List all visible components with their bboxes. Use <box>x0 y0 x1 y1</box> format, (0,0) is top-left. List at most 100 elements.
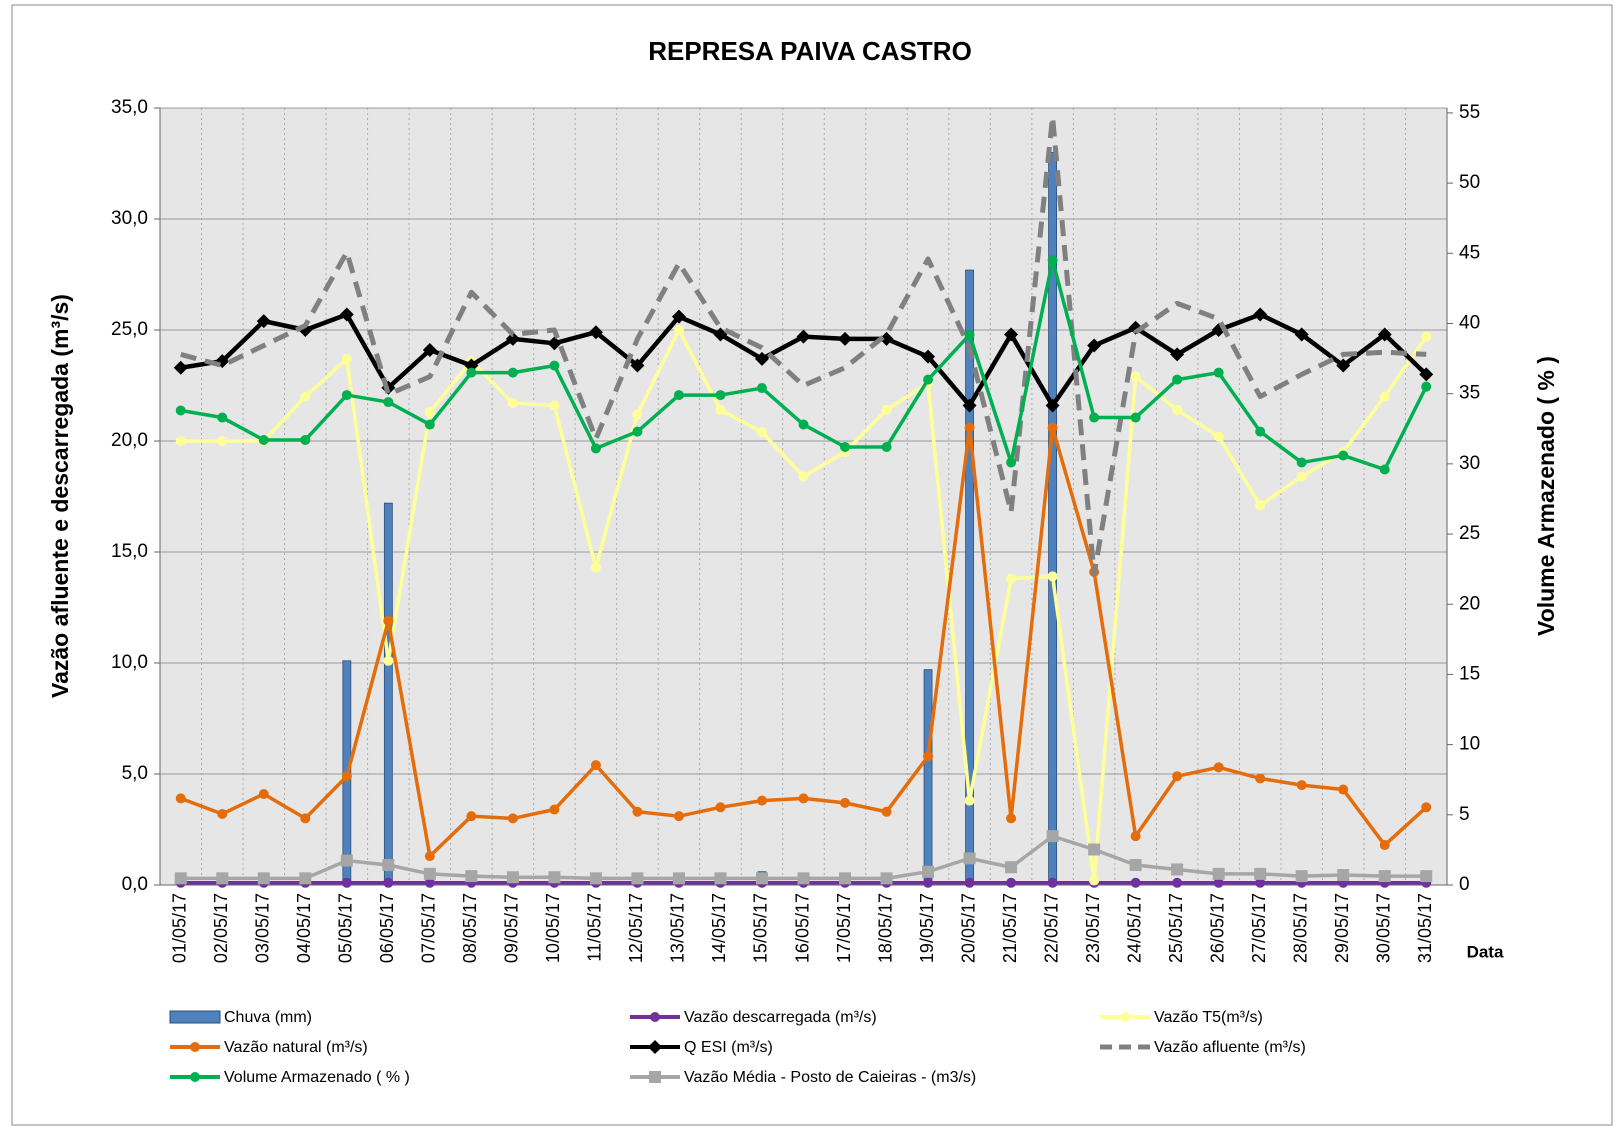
marker <box>840 442 851 453</box>
x-tick-label: 20/05/17 <box>958 893 978 963</box>
x-tick-label: 08/05/17 <box>460 893 480 963</box>
marker <box>217 808 228 819</box>
marker <box>1421 802 1432 813</box>
marker <box>881 442 892 453</box>
x-tick-label: 21/05/17 <box>1000 893 1020 963</box>
marker <box>1047 571 1058 582</box>
marker <box>754 351 769 366</box>
marker <box>590 760 601 771</box>
x-tick-label: 03/05/17 <box>253 893 273 963</box>
marker <box>1296 780 1307 791</box>
marker <box>1172 771 1183 782</box>
marker <box>340 854 353 867</box>
marker <box>423 867 436 880</box>
y2-tick-label: 10 <box>1459 734 1480 755</box>
marker <box>1046 830 1059 843</box>
legend-label: Vazão descarregada (m³/s) <box>684 1009 877 1026</box>
marker <box>1047 255 1058 266</box>
marker <box>341 353 352 364</box>
marker <box>839 872 852 885</box>
marker <box>756 383 767 394</box>
x-tick-label: 06/05/17 <box>377 893 397 963</box>
marker <box>257 872 270 885</box>
marker <box>341 771 352 782</box>
marker <box>632 409 643 420</box>
x-tick-label: 04/05/17 <box>294 893 314 963</box>
marker <box>341 390 352 401</box>
y2-tick-label: 45 <box>1459 242 1480 263</box>
legend-marker <box>1120 1012 1130 1022</box>
x-tick-label: 02/05/17 <box>211 893 231 963</box>
marker <box>631 872 644 885</box>
marker <box>424 851 435 862</box>
x-tick-label: 26/05/17 <box>1207 893 1227 963</box>
y2-tick-label: 35 <box>1459 383 1480 404</box>
marker <box>673 811 684 822</box>
marker <box>1421 381 1432 392</box>
y-tick-label: 0,0 <box>122 874 148 895</box>
y-tick-label: 10,0 <box>111 652 148 673</box>
marker <box>923 751 934 762</box>
marker <box>963 852 976 865</box>
marker <box>632 426 643 437</box>
x-tick-label: 23/05/17 <box>1083 893 1103 963</box>
x-tick-label: 14/05/17 <box>709 893 729 963</box>
marker <box>1213 431 1224 442</box>
marker <box>1420 870 1433 883</box>
y-tick-label: 25,0 <box>111 319 148 340</box>
legend-label: Vazão natural (m³/s) <box>224 1039 368 1056</box>
y-tick-label: 5,0 <box>122 763 148 784</box>
marker <box>1338 784 1349 795</box>
x-tick-label: 01/05/17 <box>170 893 190 963</box>
marker <box>424 407 435 418</box>
marker <box>1172 404 1183 415</box>
y-tick-label: 30,0 <box>111 208 148 229</box>
marker <box>964 329 975 340</box>
x-tick-label: 15/05/17 <box>751 893 771 963</box>
marker <box>798 419 809 430</box>
legend-label: Q ESI (m³/s) <box>684 1039 773 1056</box>
marker <box>466 811 477 822</box>
marker <box>590 562 601 573</box>
legend-marker <box>650 1012 660 1022</box>
marker <box>424 877 435 888</box>
marker <box>1170 347 1185 362</box>
marker <box>1045 398 1060 413</box>
marker <box>921 349 936 364</box>
marker <box>755 872 768 885</box>
marker <box>506 871 519 884</box>
marker <box>1006 813 1017 824</box>
marker <box>964 877 975 888</box>
legend-label: Vazão afluente (m³/s) <box>1154 1039 1306 1056</box>
y-axis-label: Vazão afluente e descarregada (m³/s) <box>47 294 73 698</box>
marker <box>175 793 186 804</box>
marker <box>1130 831 1141 842</box>
y2-tick-label: 25 <box>1459 523 1480 544</box>
marker <box>714 872 727 885</box>
legend-label: Vazão Média - Posto de Caieiras - (m3/s) <box>684 1069 976 1086</box>
marker <box>1379 840 1390 851</box>
bar <box>383 502 393 886</box>
y2-axis-label: Volume Armazenado ( % ) <box>1533 356 1559 636</box>
marker <box>1004 327 1019 342</box>
x-tick-label: 16/05/17 <box>792 893 812 963</box>
marker <box>507 813 518 824</box>
marker <box>1213 877 1224 888</box>
x-tick-label: 19/05/17 <box>917 893 937 963</box>
x-tick-label: 22/05/17 <box>1041 893 1061 963</box>
marker <box>256 314 271 329</box>
marker <box>464 358 479 373</box>
marker <box>382 859 395 872</box>
marker <box>1296 471 1307 482</box>
x-tick-label: 13/05/17 <box>668 893 688 963</box>
x-tick-label: 11/05/17 <box>585 893 605 962</box>
marker <box>715 802 726 813</box>
marker <box>383 615 394 626</box>
marker <box>588 325 603 340</box>
marker <box>549 804 560 815</box>
marker <box>173 360 188 375</box>
marker <box>1295 870 1308 883</box>
plot-area <box>160 108 1447 885</box>
marker <box>549 360 560 371</box>
marker <box>1087 338 1102 353</box>
